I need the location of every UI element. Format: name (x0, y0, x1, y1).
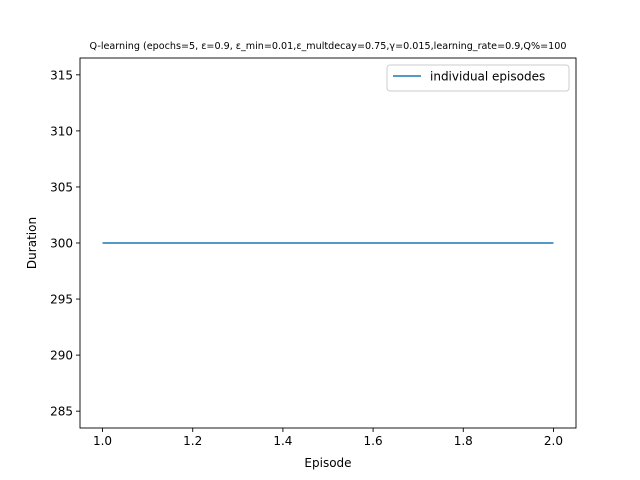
y-tick-label: 295 (50, 293, 73, 307)
y-tick-label: 300 (50, 237, 73, 251)
x-tick-label: 2.0 (544, 434, 563, 448)
x-axis-ticks: 1.0 1.2 1.4 1.6 1.8 2.0 (93, 428, 563, 448)
y-axis-label: Duration (25, 217, 39, 269)
legend-label: individual episodes (430, 70, 545, 84)
legend: individual episodes (386, 64, 570, 92)
y-tick-label: 305 (50, 180, 73, 194)
plot-area (79, 57, 577, 429)
x-tick-label: 1.0 (93, 434, 112, 448)
x-tick-label: 1.4 (273, 434, 292, 448)
y-axis-ticks: 285 290 295 300 305 310 315 (50, 68, 80, 419)
y-tick-label: 310 (50, 124, 73, 138)
y-tick-label: 285 (50, 405, 73, 419)
x-tick-label: 1.8 (454, 434, 473, 448)
x-tick-label: 1.6 (364, 434, 383, 448)
y-tick-label: 315 (50, 68, 73, 82)
x-tick-label: 1.2 (183, 434, 202, 448)
chart-title: Q-learning (epochs=5, ε=0.9, ε_min=0.01,… (90, 41, 567, 52)
y-tick-label: 290 (50, 349, 73, 363)
legend-box (386, 64, 570, 92)
x-axis-label: Episode (304, 456, 351, 470)
